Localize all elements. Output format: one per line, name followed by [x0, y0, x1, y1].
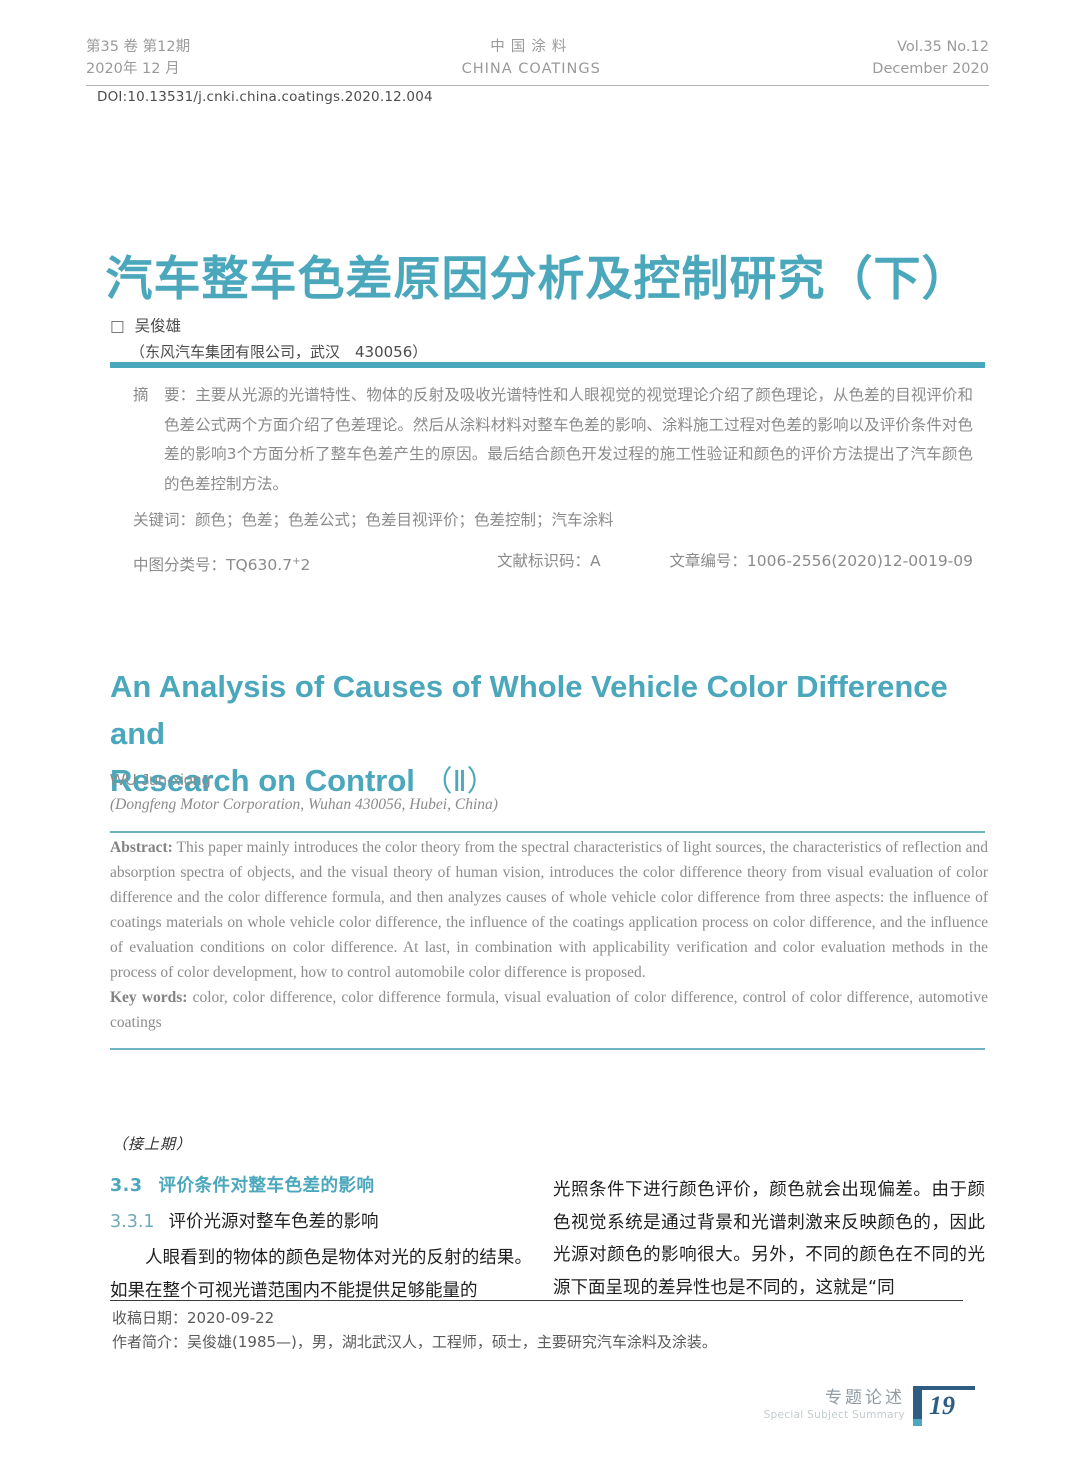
- keywords-cn-label: 关键词：: [133, 511, 196, 529]
- date-en: December 2020: [872, 61, 989, 77]
- received-date-line: 收稿日期：2020-09-22: [112, 1307, 274, 1328]
- body-column-left: 3.3 评价条件对整车色差的影响 3.3.1 评价光源对整车色差的影响 人眼看到的物…: [110, 1172, 532, 1307]
- journal-header: 第35 卷 第12期 2020年 12 月 中国涂料 CHINA COATING…: [86, 36, 989, 86]
- abstract-cn: 摘 要：主要从光源的光谱特性、物体的反射及吸收光谱特性和人眼视觉的视觉理论介绍了…: [133, 381, 973, 499]
- divider-line-top: [110, 831, 985, 833]
- body-paragraph-left: 人眼看到的物体的颜色是物体对光的反射的结果。如果在整个可视光谱范围内不能提供足够…: [110, 1248, 532, 1301]
- article-id: 文章编号：1006-2556(2020)12-0019-09: [669, 551, 973, 570]
- abstract-cn-label: 摘 要：: [133, 386, 196, 404]
- document-code: 文献标识码：A: [497, 551, 601, 570]
- abstract-en: Abstract: This paper mainly introduces t…: [110, 835, 988, 985]
- bracket-top-bar: [913, 1386, 975, 1390]
- page-footer: 专题论述 Special Subject Summary 19: [764, 1386, 975, 1428]
- subsection-title: 评价光源对整车色差的影响: [168, 1212, 379, 1232]
- article-title-en: An Analysis of Causes of Whole Vehicle C…: [110, 663, 990, 806]
- abstract-cn-block: 摘 要：主要从光源的光谱特性、物体的反射及吸收光谱特性和人眼视觉的视觉理论介绍了…: [133, 381, 973, 574]
- continuation-note: （接上期）: [112, 1137, 193, 1153]
- clc-number: 中图分类号：TQ630.7+2: [133, 555, 311, 574]
- footnote-rule: [110, 1300, 963, 1301]
- author-line: □ 吴俊雄: [110, 314, 181, 336]
- section-title: 评价条件对整车色差的影响: [158, 1176, 375, 1196]
- keywords-en: Key words: color, color difference, colo…: [110, 985, 988, 1035]
- author-name-en: WU Jun-xiong: [110, 772, 211, 789]
- journal-name-en: CHINA COATINGS: [461, 61, 601, 77]
- column-name-cn: 专题论述: [825, 1388, 905, 1408]
- journal-name-cn: 中国涂料: [490, 39, 573, 55]
- volume-issue-cn: 第35 卷 第12期: [86, 39, 191, 55]
- column-name-en: Special Subject Summary: [763, 1409, 905, 1421]
- bracket-left-bar: [913, 1386, 922, 1419]
- date-cn: 2020年 12 月: [86, 61, 180, 77]
- keywords-cn: 关键词：颜色；色差；色差公式；色差目视评价；色差控制；汽车涂料: [133, 506, 973, 536]
- bio-label: 作者简介：: [112, 1333, 188, 1351]
- body-column-right: 光照条件下进行颜色评价，颜色就会出现偏差。由于颜色视觉系统是通过背景和光谱刺激来…: [553, 1174, 985, 1304]
- clc-superscript: +: [292, 555, 301, 567]
- bracket-teal-square: [913, 1419, 922, 1426]
- column-labels: 专题论述 Special Subject Summary: [764, 1386, 905, 1422]
- abstract-en-label: Abstract:: [110, 839, 173, 856]
- title-en-suffix: （Ⅱ）: [423, 766, 496, 798]
- author-name-cn: 吴俊雄: [134, 317, 182, 335]
- affiliation-en: (Dongfeng Motor Corporation, Wuhan 43005…: [110, 796, 498, 813]
- doi: DOI:10.13531/j.cnki.china.coatings.2020.…: [97, 89, 433, 105]
- keywords-en-label: Key words:: [110, 989, 188, 1006]
- author-marker-icon: □: [110, 317, 125, 335]
- header-issue-en: Vol.35 No.12 December 2020: [872, 36, 989, 80]
- section-heading-3-3-1: 3.3.1 评价光源对整车色差的影响: [110, 1208, 532, 1233]
- affiliation-cn: （东风汽车集团有限公司，武汉 430056）: [130, 343, 428, 361]
- volume-issue-en: Vol.35 No.12: [897, 39, 989, 55]
- bio-text: 吴俊雄(1985—)，男，湖北武汉人，工程师，硕士，主要研究汽车涂料及涂装。: [187, 1333, 717, 1351]
- received-label: 收稿日期：: [112, 1309, 188, 1327]
- divider-line-bottom: [110, 1048, 985, 1050]
- page-number: 19: [929, 1391, 955, 1420]
- classification-row: 中图分类号：TQ630.7+2 文献标识码：A 文章编号：1006-2556(2…: [133, 547, 973, 574]
- section-number: 3.3: [110, 1176, 143, 1196]
- keywords-en-text: color, color difference, color differenc…: [110, 989, 988, 1031]
- received-date: 2020-09-22: [187, 1309, 275, 1327]
- abstract-en-text: This paper mainly introduces the color t…: [110, 839, 988, 981]
- abstract-cn-text: 主要从光源的光谱特性、物体的反射及吸收光谱特性和人眼视觉的视觉理论介绍了颜色理论…: [164, 386, 973, 493]
- header-issue-cn: 第35 卷 第12期 2020年 12 月: [86, 36, 190, 80]
- page-number-bracket: 19: [913, 1386, 975, 1428]
- journal-name: 中国涂料 CHINA COATINGS: [462, 36, 601, 80]
- subsection-number: 3.3.1: [110, 1212, 155, 1232]
- title-divider-bar: [110, 362, 985, 368]
- abstract-en-block: Abstract: This paper mainly introduces t…: [110, 835, 988, 1035]
- body-paragraph-right: 光照条件下进行颜色评价，颜色就会出现偏差。由于颜色视觉系统是通过背景和光谱刺激来…: [553, 1180, 985, 1298]
- article-title-cn: 汽车整车色差原因分析及控制研究（下）: [105, 252, 970, 305]
- article-title-en-line2: Research on Control （Ⅱ）: [110, 763, 496, 798]
- keywords-cn-text: 颜色；色差；色差公式；色差目视评价；色差控制；汽车涂料: [195, 511, 614, 529]
- section-heading-3-3: 3.3 评价条件对整车色差的影响: [110, 1172, 532, 1197]
- article-title-en-line1: An Analysis of Causes of Whole Vehicle C…: [110, 669, 948, 751]
- author-bio-line: 作者简介：吴俊雄(1985—)，男，湖北武汉人，工程师，硕士，主要研究汽车涂料及…: [112, 1331, 717, 1352]
